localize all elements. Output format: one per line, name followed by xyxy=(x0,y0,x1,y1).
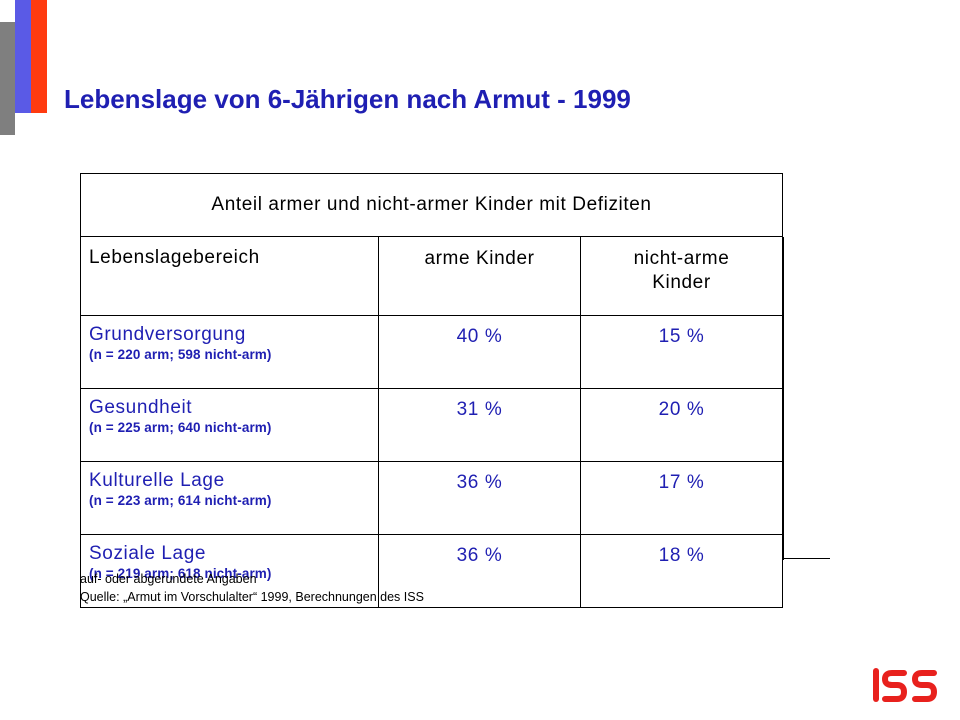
value-nonpoor: 20 % xyxy=(579,388,784,462)
column-header-nonpoor-line2: Kinder xyxy=(652,272,711,293)
decor-bar-gray xyxy=(0,22,15,135)
row-sample-size: (n = 219 arm; 618 nicht-arm) xyxy=(89,566,272,581)
value-poor: 36 % xyxy=(378,534,581,608)
table-row: Kulturelle Lage (n = 223 arm; 614 nicht-… xyxy=(80,461,784,535)
table-row: Grundversorgung (n = 220 arm; 598 nicht-… xyxy=(80,315,784,389)
footnote-source: Quelle: „Armut im Vorschulalter“ 1999, B… xyxy=(80,590,424,604)
data-table-container: Anteil armer und nicht-armer Kinder mit … xyxy=(79,173,830,608)
table-row: Gesundheit (n = 225 arm; 640 nicht-arm) … xyxy=(80,388,784,462)
decor-bar-red xyxy=(31,0,47,113)
column-header-poor: arme Kinder xyxy=(378,236,581,316)
row-name: Soziale Lage xyxy=(89,543,207,564)
row-name: Gesundheit xyxy=(89,397,193,418)
value-poor: 31 % xyxy=(378,388,581,462)
table-shadow-right xyxy=(782,237,784,560)
iss-logo-letters xyxy=(873,668,937,702)
footnote-rounding: auf- oder abgerundete Angaben xyxy=(80,572,257,586)
row-sample-size: (n = 223 arm; 614 nicht-arm) xyxy=(89,493,272,508)
table-row: Soziale Lage (n = 219 arm; 618 nicht-arm… xyxy=(80,534,784,608)
row-label-cell: Kulturelle Lage (n = 223 arm; 614 nicht-… xyxy=(80,461,379,535)
slide-title: Lebenslage von 6-Jährigen nach Armut - 1… xyxy=(64,84,631,114)
row-label-cell: Grundversorgung (n = 220 arm; 598 nicht-… xyxy=(80,315,379,389)
column-header-nonpoor: nicht-arme Kinder xyxy=(579,236,784,316)
iss-logo xyxy=(873,668,937,702)
table-caption-row: Anteil armer und nicht-armer Kinder mit … xyxy=(79,173,784,237)
row-name: Grundversorgung xyxy=(89,324,246,345)
row-sample-size: (n = 220 arm; 598 nicht-arm) xyxy=(89,347,272,362)
data-table: Anteil armer und nicht-armer Kinder mit … xyxy=(79,173,784,608)
value-poor: 40 % xyxy=(378,315,581,389)
value-nonpoor: 17 % xyxy=(579,461,784,535)
row-name: Kulturelle Lage xyxy=(89,470,225,491)
table-header-row: Lebenslagebereich arme Kinder nicht-arme… xyxy=(80,236,784,316)
footnotes: auf- oder abgerundete Angaben Quelle: „A… xyxy=(80,570,424,606)
row-label-cell: Gesundheit (n = 225 arm; 640 nicht-arm) xyxy=(80,388,379,462)
table-shadow-bottom xyxy=(784,558,830,559)
value-nonpoor: 15 % xyxy=(579,315,784,389)
row-sample-size: (n = 225 arm; 640 nicht-arm) xyxy=(89,420,272,435)
decor-bar-blue xyxy=(15,0,31,113)
column-header-nonpoor-line1: nicht-arme xyxy=(633,248,730,269)
value-nonpoor: 18 % xyxy=(579,534,784,608)
column-header-area: Lebenslagebereich xyxy=(80,236,379,316)
value-poor: 36 % xyxy=(378,461,581,535)
table-caption: Anteil armer und nicht-armer Kinder mit … xyxy=(79,173,784,237)
row-label-cell: Soziale Lage (n = 219 arm; 618 nicht-arm… xyxy=(80,534,379,608)
